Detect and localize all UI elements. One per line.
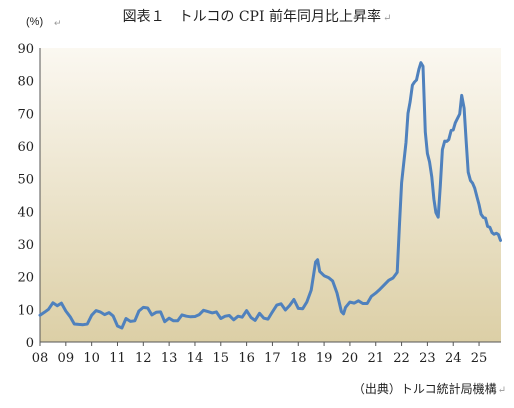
- y-tick-label: 40: [17, 205, 34, 220]
- x-tick-label: 25: [471, 351, 488, 366]
- series-line-cpi: [38, 61, 502, 330]
- x-tick-label: 19: [316, 351, 333, 366]
- x-tick-label: 22: [393, 351, 410, 366]
- x-tick-label: 24: [445, 351, 462, 366]
- x-tick-label: 12: [135, 351, 152, 366]
- y-tick-label: 50: [17, 173, 34, 188]
- x-tick-label: 16: [238, 351, 255, 366]
- x-tick-label: 15: [213, 351, 230, 366]
- y-axis-unit-label: (%): [26, 16, 44, 28]
- x-tick-label: 21: [367, 351, 384, 366]
- x-tick-label: 13: [161, 351, 178, 366]
- x-tick-label: 20: [342, 351, 359, 366]
- chart-title-text: 図表１ トルコの CPI 前年同月比上昇率: [122, 9, 381, 25]
- x-tick-label: 17: [264, 351, 281, 366]
- return-mark-icon: ↵: [382, 13, 392, 24]
- x-tick-label: 14: [187, 351, 204, 366]
- return-mark-icon: ↵: [54, 18, 62, 28]
- return-mark-icon: ↵: [497, 385, 506, 396]
- x-axis-ticks: 08 09 10 11 12 13 14 15 16 17 18 19 20 21 22 23 24 25: [32, 342, 488, 366]
- y-tick-label: 20: [17, 271, 34, 286]
- x-tick-label: 10: [83, 351, 100, 366]
- y-tick-label: 30: [17, 238, 34, 253]
- y-tick-label: 70: [17, 107, 34, 122]
- x-tick-label: 09: [58, 351, 75, 366]
- source-note: （出典）トルコ統計局機構↵: [353, 380, 506, 397]
- y-tick-label: 90: [17, 42, 34, 57]
- y-tick-label: 10: [17, 303, 34, 318]
- plot-area: [40, 48, 501, 342]
- source-text: （出典）トルコ統計局機構: [352, 382, 497, 396]
- x-tick-label: 11: [109, 351, 126, 366]
- y-tick-label: 0: [26, 336, 34, 351]
- x-tick-label: 08: [32, 351, 49, 366]
- x-tick-label: 23: [419, 351, 436, 366]
- y-axis-ticks: 0 10 20 30 40 50 60 70 80 90: [17, 42, 34, 351]
- x-tick-label: 18: [290, 351, 307, 366]
- y-tick-label: 80: [17, 75, 34, 90]
- chart-title: 図表１ トルコの CPI 前年同月比上昇率 ↵: [0, 6, 514, 26]
- y-tick-label: 60: [17, 140, 34, 155]
